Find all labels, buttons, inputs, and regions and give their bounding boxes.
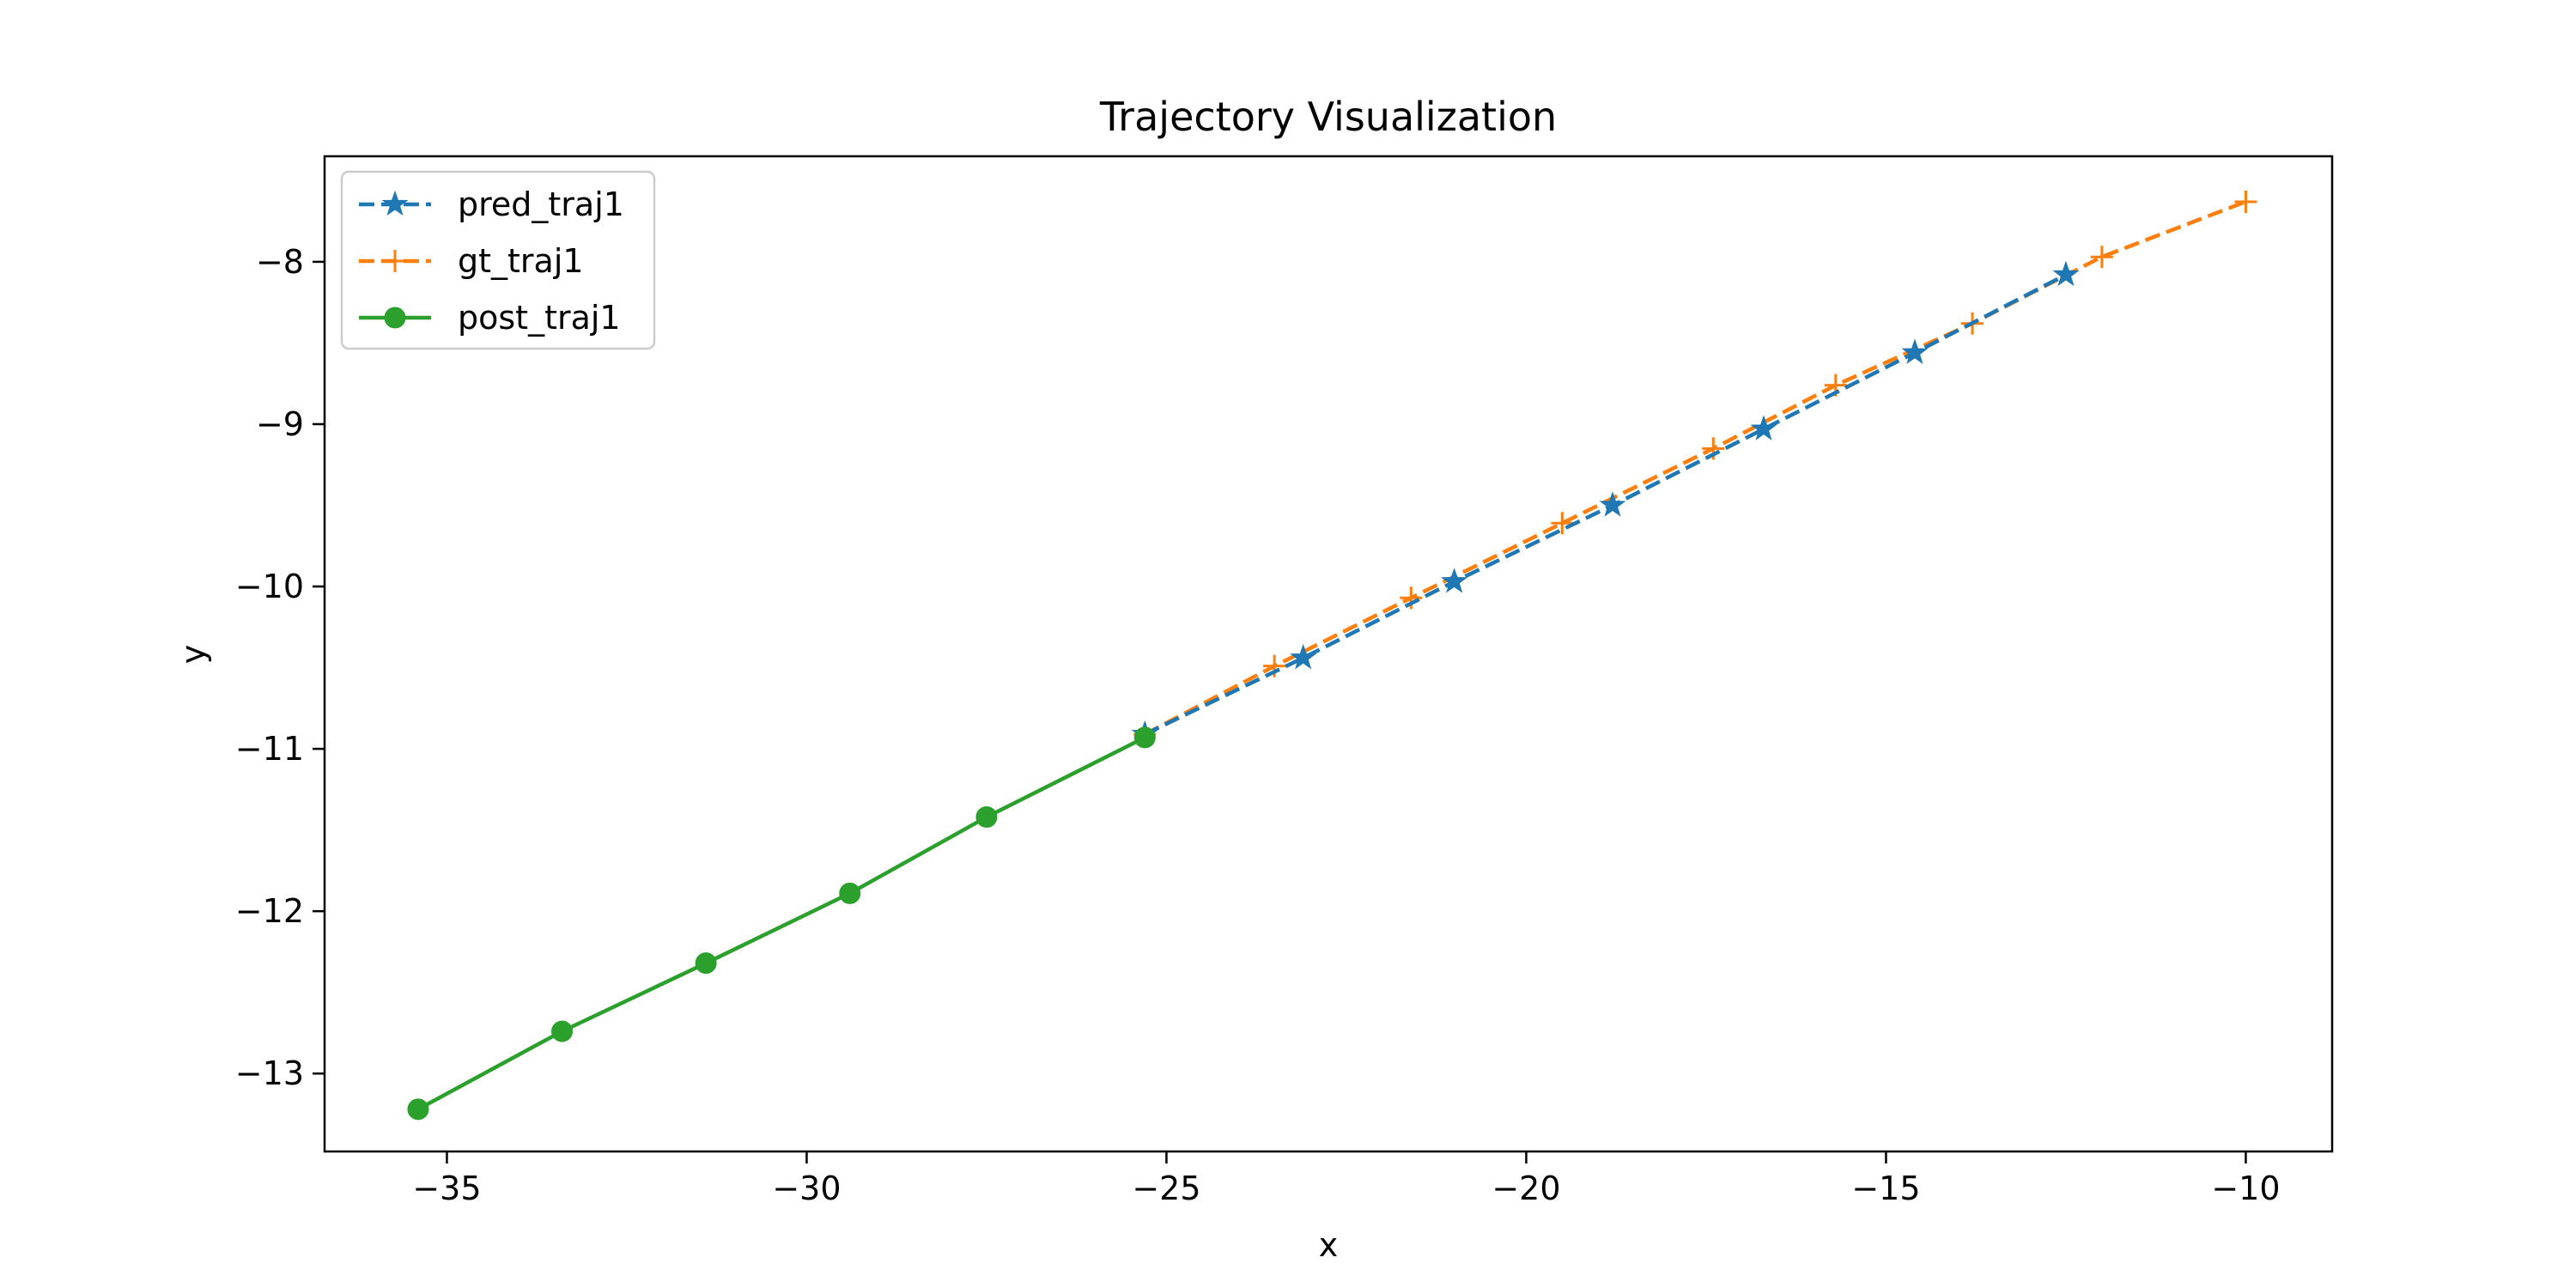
data-point	[551, 1020, 574, 1042]
legend-swatch-marker	[384, 307, 406, 329]
data-point	[2234, 190, 2257, 213]
chart-title: Trajectory Visualization	[1099, 94, 1557, 140]
y-axis-ticks: −13 −12 −11 −10 −9 −8	[235, 243, 325, 1092]
legend-item-pred_traj1: pred_traj1	[359, 185, 624, 223]
data-point	[839, 882, 861, 904]
data-point	[1551, 512, 1574, 535]
data-point	[1750, 415, 1777, 440]
legend-swatch-marker	[384, 250, 406, 272]
x-tick-label: −15	[1851, 1170, 1920, 1207]
legend-item-gt_traj1: gt_traj1	[359, 242, 584, 280]
data-point	[2052, 260, 2080, 287]
x-axis-ticks: −35 −30 −25 −20 −15 −10	[412, 1151, 2281, 1207]
series-post_traj1	[407, 726, 1156, 1121]
series-layer	[407, 190, 2257, 1121]
plot-area	[323, 155, 2334, 1153]
y-tick-label: −11	[235, 730, 304, 768]
y-tick-label: −8	[256, 243, 304, 281]
data-point	[407, 1098, 429, 1121]
axes-frame	[323, 155, 2334, 1153]
series-line-post_traj1	[416, 735, 1146, 1111]
data-point	[1133, 726, 1156, 749]
x-axis-label: x	[1319, 1226, 1339, 1264]
y-tick-label: −13	[235, 1054, 304, 1092]
legend-swatch-marker	[381, 190, 409, 216]
legend-items: pred_traj1 gt_traj1 post_traj1	[359, 185, 624, 337]
y-tick-label: −10	[235, 568, 304, 605]
legend-label: gt_traj1	[458, 242, 584, 280]
data-point	[2090, 246, 2113, 269]
x-tick-label: −10	[2211, 1170, 2280, 1207]
data-point	[1901, 338, 1929, 364]
legend: pred_traj1 gt_traj1 post_traj1	[340, 170, 656, 350]
legend-box	[340, 170, 656, 350]
x-tick-label: −30	[772, 1170, 841, 1207]
legend-item-post_traj1: post_traj1	[359, 299, 621, 337]
data-point	[1441, 568, 1468, 593]
x-tick-label: −20	[1492, 1170, 1560, 1207]
data-point	[695, 952, 717, 975]
y-tick-label: −12	[235, 892, 304, 930]
y-tick-label: −9	[256, 405, 304, 443]
legend-label: post_traj1	[458, 299, 621, 337]
data-point	[975, 806, 998, 829]
data-point	[1599, 491, 1626, 517]
y-axis-label: y	[174, 645, 212, 665]
x-tick-label: −35	[412, 1170, 481, 1207]
data-point	[1290, 643, 1317, 670]
x-tick-label: −25	[1132, 1170, 1200, 1207]
legend-label: pred_traj1	[458, 185, 624, 223]
